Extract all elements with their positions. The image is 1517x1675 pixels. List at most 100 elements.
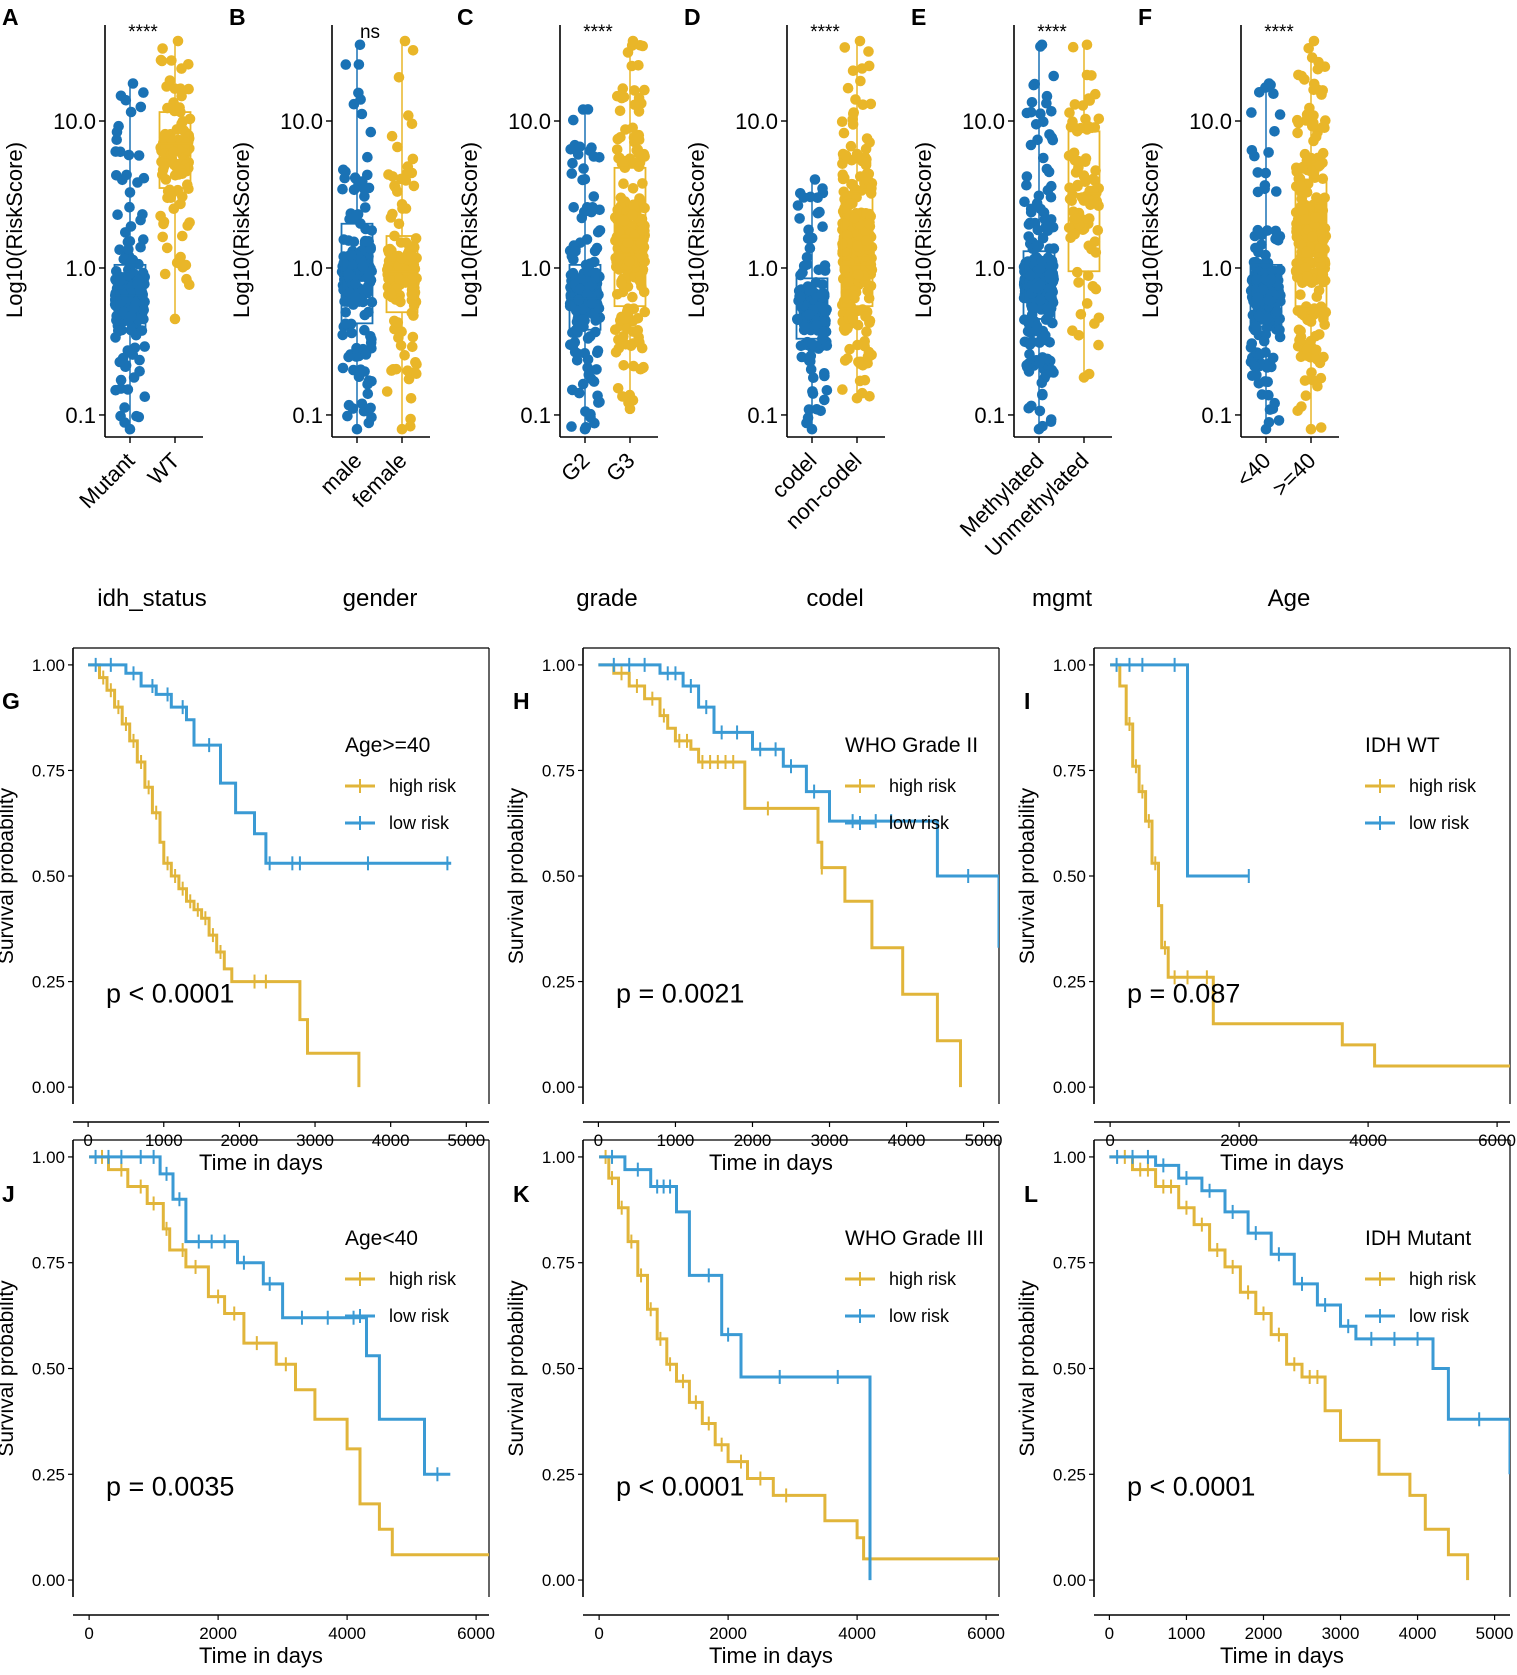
data-point bbox=[1270, 233, 1281, 245]
data-point bbox=[852, 240, 863, 252]
data-point bbox=[592, 390, 603, 402]
y-tick-label: 10.0 bbox=[1189, 109, 1232, 134]
data-point bbox=[1024, 339, 1036, 350]
km-curve-low-risk bbox=[599, 1155, 872, 1581]
panel-label-J: J bbox=[2, 1181, 15, 1207]
data-point bbox=[794, 213, 805, 224]
data-point bbox=[632, 131, 644, 143]
data-point-min bbox=[169, 313, 181, 325]
data-point bbox=[847, 119, 859, 130]
data-point bbox=[175, 251, 186, 263]
data-point bbox=[584, 258, 596, 270]
data-point bbox=[387, 171, 398, 182]
y-tick-label: 1.00 bbox=[32, 656, 65, 675]
data-point bbox=[112, 209, 123, 220]
data-point bbox=[623, 256, 635, 267]
data-point bbox=[804, 242, 816, 254]
data-point bbox=[126, 311, 137, 322]
data-point bbox=[1299, 74, 1310, 85]
data-point bbox=[362, 151, 373, 163]
data-point bbox=[410, 357, 421, 368]
data-point bbox=[634, 276, 646, 287]
data-point bbox=[842, 82, 854, 94]
x-axis-title: Time in days bbox=[709, 1150, 833, 1175]
panel-label-E: E bbox=[911, 4, 926, 30]
data-point bbox=[177, 116, 189, 127]
data-point bbox=[1090, 165, 1101, 176]
y-tick-label: 0.25 bbox=[542, 1465, 575, 1484]
data-point bbox=[1019, 196, 1030, 208]
data-point bbox=[622, 47, 634, 58]
data-point bbox=[856, 63, 868, 74]
box-panel-D: D0.11.010.0Log10(RiskScore)codelnon-code… bbox=[684, 4, 885, 612]
km-curve-low-risk bbox=[1110, 663, 1249, 878]
data-point bbox=[1021, 171, 1033, 182]
data-point bbox=[406, 250, 417, 262]
data-point bbox=[1027, 302, 1038, 314]
data-point bbox=[627, 122, 638, 134]
data-point bbox=[338, 164, 349, 176]
data-point bbox=[1069, 229, 1080, 240]
panel-label-A: A bbox=[2, 4, 19, 30]
x-tick-label: 2000 bbox=[1245, 1624, 1283, 1643]
data-point bbox=[1072, 181, 1083, 192]
data-point bbox=[134, 366, 145, 377]
data-point bbox=[1031, 240, 1043, 252]
data-point bbox=[1310, 344, 1322, 356]
data-point bbox=[395, 173, 407, 185]
data-point bbox=[1292, 305, 1304, 317]
data-point bbox=[845, 198, 856, 209]
data-point bbox=[862, 285, 873, 297]
data-point bbox=[1083, 270, 1094, 282]
data-point bbox=[1265, 274, 1277, 285]
data-point bbox=[1092, 225, 1104, 236]
data-point bbox=[353, 59, 365, 70]
data-point bbox=[386, 130, 398, 142]
data-point bbox=[1317, 267, 1328, 278]
data-point bbox=[577, 378, 589, 390]
data-point bbox=[1263, 147, 1274, 158]
data-point bbox=[350, 291, 362, 303]
box-codel bbox=[795, 277, 829, 340]
x-tick-label-Mutant: Mutant bbox=[74, 448, 139, 513]
y-axis-title: Survival probability bbox=[505, 1280, 528, 1457]
data-point bbox=[1069, 155, 1081, 166]
data-point bbox=[639, 84, 650, 96]
data-point bbox=[111, 134, 122, 145]
data-point bbox=[1301, 155, 1313, 166]
y-tick-label: 0.25 bbox=[542, 973, 575, 992]
data-point bbox=[611, 144, 623, 155]
data-point bbox=[1041, 163, 1053, 175]
data-point bbox=[1044, 269, 1055, 280]
data-point bbox=[1254, 349, 1266, 360]
data-point bbox=[360, 349, 372, 360]
data-point bbox=[1070, 167, 1082, 178]
data-point bbox=[861, 133, 873, 144]
data-point bbox=[122, 269, 133, 281]
y-tick-label: 1.0 bbox=[747, 256, 778, 281]
data-point bbox=[1315, 372, 1327, 384]
data-point bbox=[1302, 271, 1313, 282]
data-point bbox=[849, 212, 860, 224]
data-point bbox=[337, 329, 349, 341]
data-point bbox=[1043, 308, 1055, 320]
data-point bbox=[1251, 274, 1262, 285]
y-axis-title: Log10(RiskScore) bbox=[229, 142, 254, 318]
p-value-label: p < 0.0001 bbox=[616, 1471, 744, 1501]
data-point bbox=[1295, 180, 1307, 192]
km-panel-L: L 0.00 0.25 0.50 0.75 1.00 0 1000 2000 3000 4000 50… bbox=[1016, 1139, 1514, 1668]
data-point bbox=[838, 127, 850, 139]
y-tick-label: 0.1 bbox=[747, 403, 778, 428]
data-point bbox=[591, 364, 602, 375]
data-point bbox=[350, 278, 361, 289]
data-point bbox=[618, 178, 629, 189]
data-point bbox=[353, 87, 364, 99]
data-point bbox=[622, 305, 633, 317]
data-point bbox=[838, 218, 850, 230]
data-point bbox=[1040, 369, 1052, 381]
data-point bbox=[114, 275, 126, 287]
data-point bbox=[1273, 415, 1285, 426]
box-<40 bbox=[1249, 263, 1283, 328]
data-point bbox=[156, 55, 168, 67]
significance-label: ns bbox=[360, 22, 380, 43]
